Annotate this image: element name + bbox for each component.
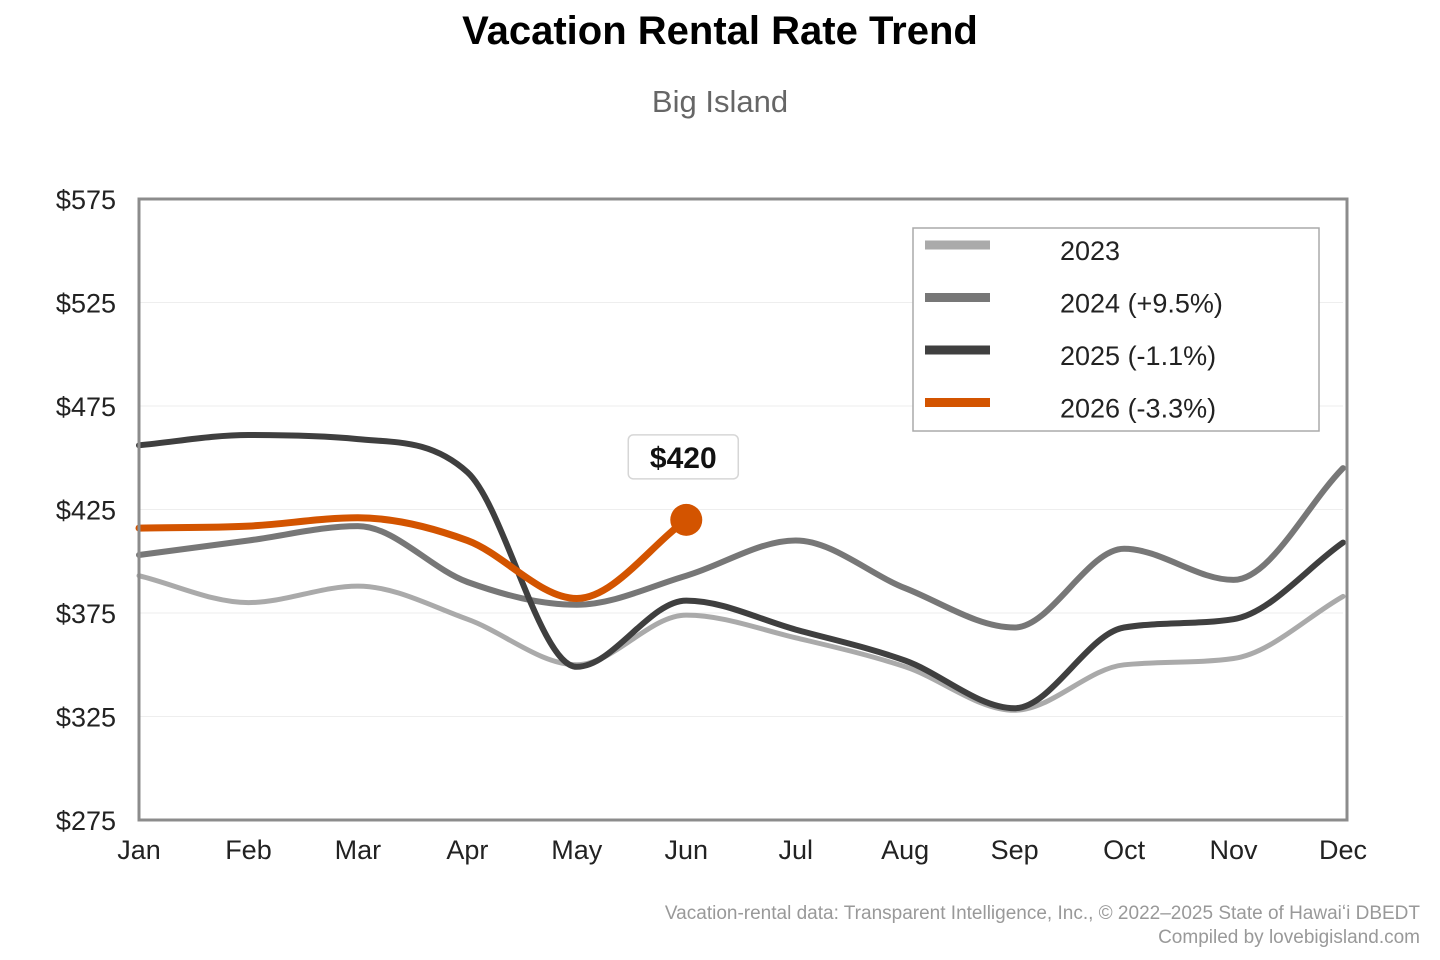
legend-label: 2025 (-1.1%) <box>1060 341 1216 371</box>
x-tick-label: Sep <box>991 835 1039 865</box>
series-lines <box>135 432 1346 713</box>
y-axis-ticks: $575 $525 $475 $425 $375 $325 $275 <box>56 185 116 836</box>
callout-value: $420 <box>650 442 717 475</box>
y-tick-label: $475 <box>56 392 116 422</box>
x-tick-label: May <box>551 835 603 865</box>
plot-area-border <box>137 197 1349 822</box>
x-tick-label: Nov <box>1210 835 1259 865</box>
x-tick-label: Oct <box>1103 835 1146 865</box>
x-tick-label: Dec <box>1319 835 1367 865</box>
series-line-2024 <box>136 465 1346 631</box>
x-axis-ticks: Jan Feb Mar Apr May Jun Jul Aug Sep Oct Nov Dec <box>117 835 1367 865</box>
x-tick-label: Aug <box>881 835 929 865</box>
chart-subtitle: Big Island <box>652 84 788 119</box>
x-tick-label: Jun <box>664 835 708 865</box>
chart-title: Vacation Rental Rate Trend <box>462 9 978 53</box>
y-tick-label: $525 <box>56 289 116 319</box>
series-line-2026 <box>135 514 690 602</box>
x-tick-label: Jan <box>117 835 161 865</box>
source-note: Vacation-rental data: Transparent Intell… <box>665 903 1420 924</box>
value-callout: $420 <box>627 434 740 536</box>
x-tick-label: Jul <box>778 835 813 865</box>
legend-label: 2026 (-3.3%) <box>1060 394 1216 424</box>
y-tick-label: $575 <box>56 185 116 215</box>
legend: 2023 2024 (+9.5%) 2025 (-1.1%) 2026 (-3.3%) <box>912 227 1320 432</box>
latest-point-marker <box>670 503 703 536</box>
series-line-2023 <box>136 573 1346 713</box>
x-tick-label: Mar <box>335 835 382 865</box>
y-tick-label: $325 <box>56 703 116 733</box>
series-line-2025 <box>136 432 1346 712</box>
legend-label: 2024 (+9.5%) <box>1060 289 1223 319</box>
y-tick-label: $375 <box>56 599 116 629</box>
legend-label: 2023 <box>1060 236 1120 266</box>
legend-box <box>912 227 1320 432</box>
x-tick-label: Apr <box>446 835 488 865</box>
y-tick-label: $425 <box>56 496 116 526</box>
credit-note: Compiled by lovebigisland.com <box>1158 927 1420 948</box>
callout-box <box>627 434 740 480</box>
y-tick-label: $275 <box>56 806 116 836</box>
x-tick-label: Feb <box>225 835 272 865</box>
